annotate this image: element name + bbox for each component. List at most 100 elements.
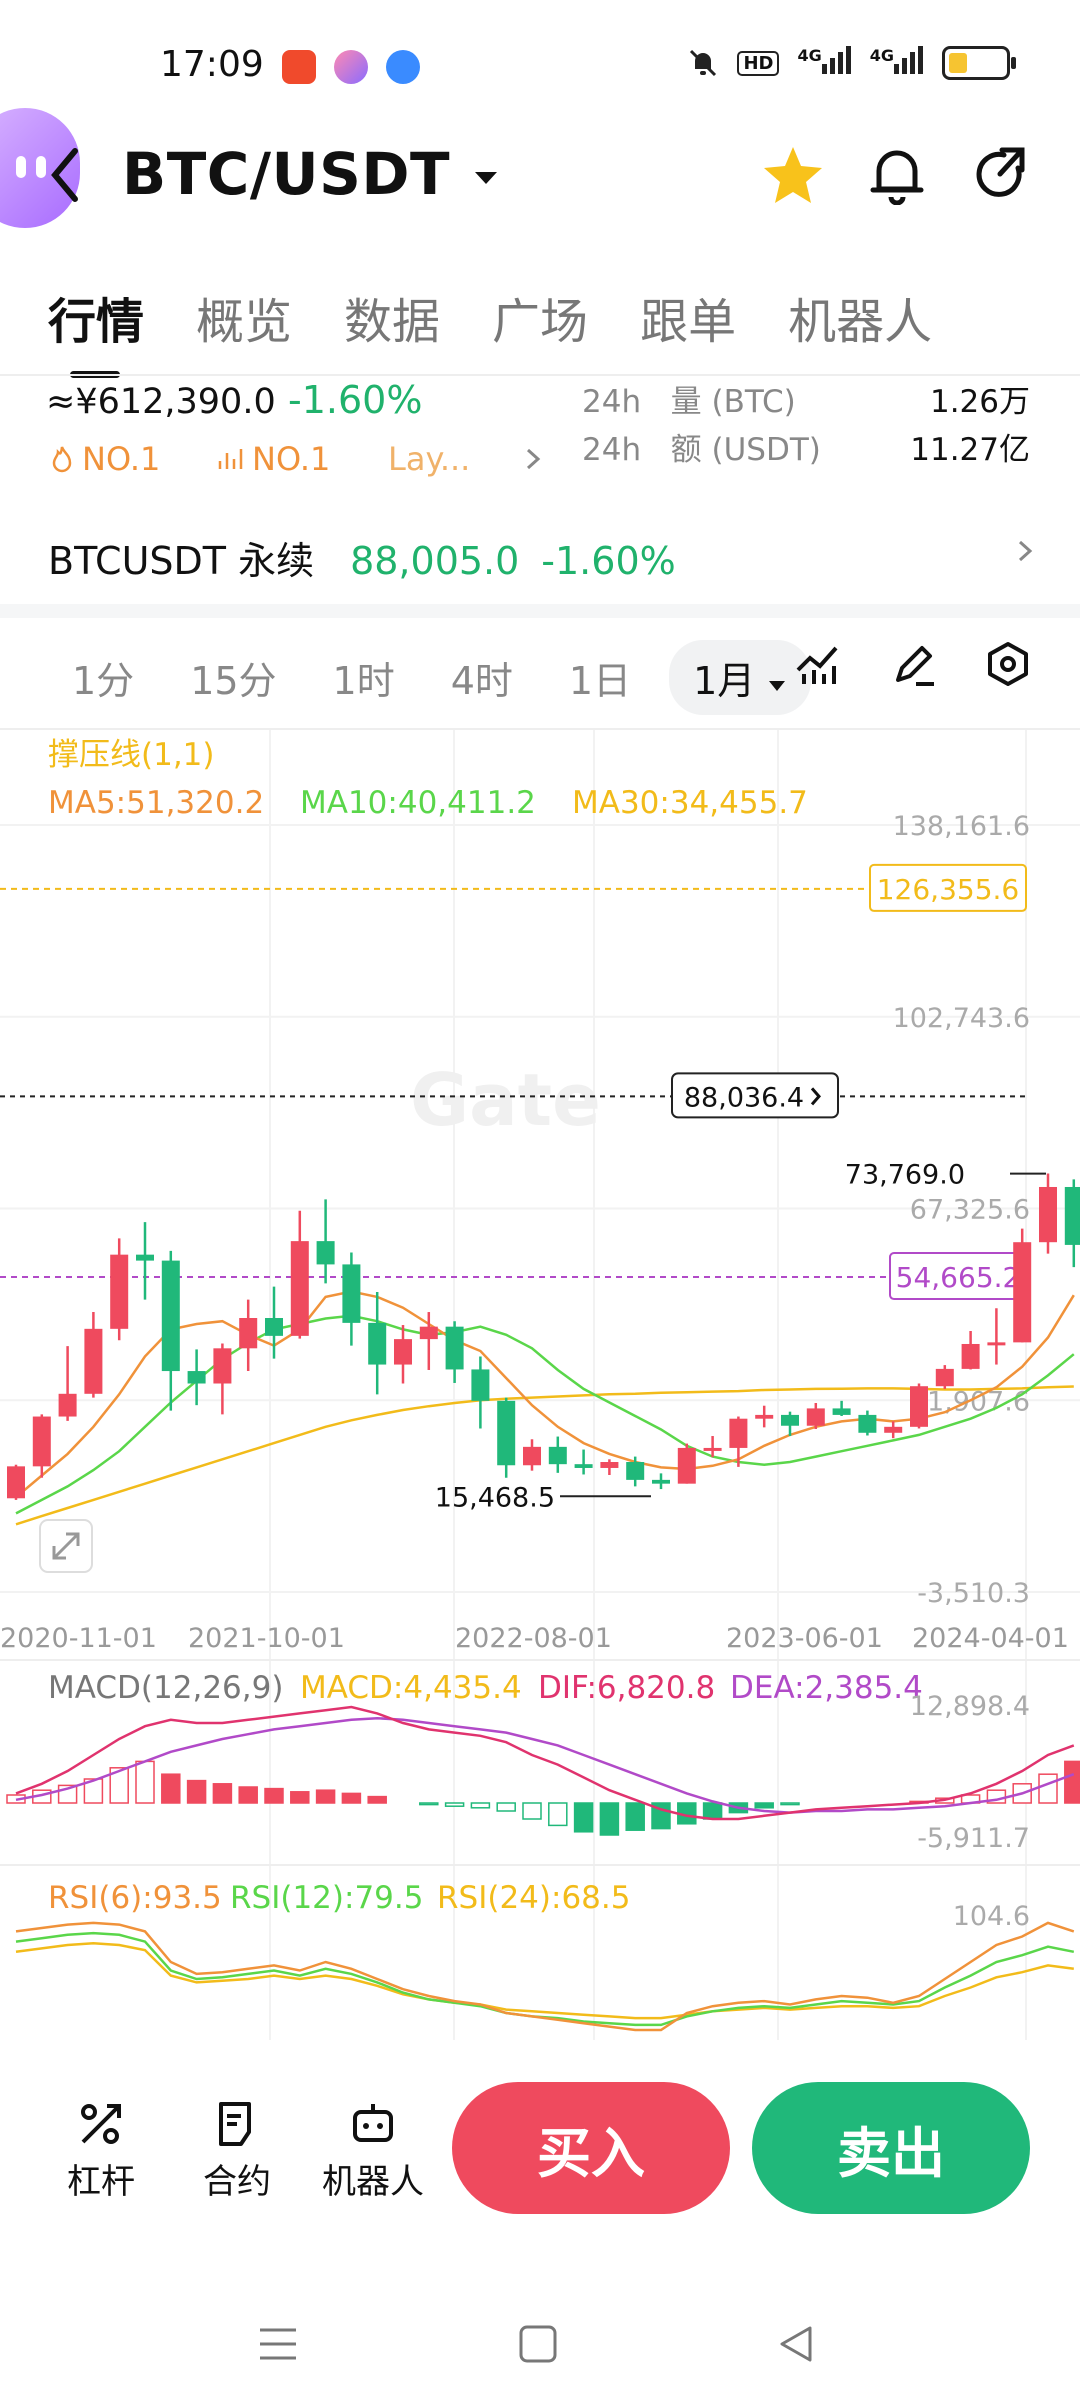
home-square-icon[interactable] <box>518 2324 558 2364</box>
interval-15m[interactable]: 15分 <box>190 659 277 703</box>
leverage-icon <box>81 2104 121 2144</box>
candle-body <box>187 1371 206 1384</box>
candle-body <box>471 1369 490 1401</box>
macd-bottom-label: -5,911.7 <box>917 1823 1030 1854</box>
assistant-avatar[interactable] <box>0 108 80 228</box>
perpetual-change: -1.60% <box>541 539 676 583</box>
candle-body <box>961 1343 980 1369</box>
pair-title[interactable]: BTC/USDT <box>122 140 501 208</box>
candle-body <box>523 1446 541 1466</box>
candle-body <box>729 1418 748 1448</box>
robot-icon <box>353 2104 393 2142</box>
price-cny: ≈¥612,390.0 <box>46 382 276 422</box>
interval-1d[interactable]: 1日 <box>568 659 632 703</box>
divider <box>0 728 1080 730</box>
candle-body <box>858 1414 877 1433</box>
signal-icon-2: 4G <box>870 46 924 80</box>
candle-body <box>1064 1186 1080 1245</box>
tab-data[interactable]: 数据 <box>344 294 441 350</box>
candle-body <box>677 1447 696 1484</box>
ma30-line <box>15 1385 1074 1526</box>
candle-body <box>161 1260 180 1372</box>
status-time: 17:09 <box>160 44 264 85</box>
favorite-button[interactable] <box>758 140 828 210</box>
macd-bar <box>625 1802 645 1831</box>
candle-body <box>755 1414 774 1419</box>
x-tick-label: 2021-10-01 <box>188 1623 345 1654</box>
candle-body <box>58 1393 77 1417</box>
battery-icon <box>942 46 1016 80</box>
rsi24-value: RSI(24):68.5 <box>437 1880 630 1916</box>
contract-button[interactable]: 合约 <box>182 2100 292 2203</box>
macd-bar <box>702 1802 723 1820</box>
tab-square[interactable]: 广场 <box>492 294 589 350</box>
candle-body <box>1013 1242 1032 1343</box>
tab-overview[interactable]: 概览 <box>196 294 293 350</box>
current-price-tag <box>671 1072 839 1119</box>
rank-badge-hot[interactable]: NO.1 <box>50 440 160 478</box>
interval-4h[interactable]: 4时 <box>450 659 513 703</box>
indicator-label: 撑压线(1,1) <box>48 737 215 773</box>
watermark: Gate <box>410 1058 601 1142</box>
tab-copy-trade[interactable]: 跟单 <box>640 294 737 350</box>
hexagon-settings-icon <box>988 642 1028 686</box>
interval-1h[interactable]: 1时 <box>332 659 395 703</box>
support-label: 54,665.2 <box>896 1261 1021 1294</box>
macd-bar <box>315 1789 336 1804</box>
candle-body <box>987 1342 1006 1346</box>
macd-bar <box>83 1778 104 1804</box>
perpetual-row[interactable]: BTCUSDT 永续 88,005.0 -1.60% <box>48 530 1038 585</box>
candle-body <box>781 1414 799 1426</box>
menu-icon[interactable] <box>258 2326 298 2362</box>
interval-1m[interactable]: 1分 <box>72 659 135 703</box>
interval-selector: 1分 15分 1时 4时 1日 1月 <box>72 640 812 715</box>
interval-selected[interactable]: 1月 <box>669 640 812 715</box>
section-divider <box>0 604 1080 618</box>
draw-button[interactable] <box>890 640 938 692</box>
pen-icon <box>896 646 934 686</box>
indicator-button[interactable] <box>794 640 842 692</box>
candle-body <box>419 1326 438 1340</box>
rank-badge-volume[interactable]: NO.1 <box>218 440 330 478</box>
candle-body <box>548 1446 567 1465</box>
chevron-down-icon <box>474 171 497 184</box>
chevron-right-icon <box>527 448 541 470</box>
candle-body <box>7 1466 25 1499</box>
sell-button[interactable]: 卖出 <box>752 2082 1030 2214</box>
candle-body <box>884 1426 903 1433</box>
tab-robot[interactable]: 机器人 <box>788 294 933 350</box>
candle-body <box>368 1322 387 1365</box>
back-button[interactable] <box>30 140 100 210</box>
candle-body <box>652 1479 670 1484</box>
y-tick-label: 102,743.6 <box>893 1003 1030 1034</box>
macd-bar <box>212 1783 233 1804</box>
resistance-tag <box>869 863 1027 912</box>
macd-bar <box>161 1773 181 1804</box>
macd-bar <box>780 1802 800 1806</box>
chevron-right-icon <box>810 1087 821 1106</box>
candle-body <box>626 1462 645 1480</box>
macd-bar <box>522 1802 542 1820</box>
chevron-down-icon <box>769 681 786 691</box>
x-tick-label: 2022-08-01 <box>455 1623 612 1654</box>
alert-button[interactable] <box>862 140 932 210</box>
share-button[interactable] <box>966 140 1036 210</box>
chart-settings-button[interactable] <box>984 640 1032 692</box>
current-price-label: 88,036.4 <box>684 1082 804 1113</box>
back-arrow-icon <box>51 148 78 202</box>
rsi6-line <box>15 1921 1075 2032</box>
buy-button[interactable]: 买入 <box>452 2082 730 2214</box>
expand-icon <box>52 1532 80 1560</box>
leverage-button[interactable]: 杠杆 <box>46 2100 156 2203</box>
robot-button[interactable]: 机器人 <box>318 2100 428 2203</box>
back-triangle-icon[interactable] <box>776 2324 816 2364</box>
candle-body <box>1039 1186 1057 1243</box>
candle-body <box>832 1408 851 1415</box>
candle-body <box>32 1416 51 1467</box>
macd-bar <box>1064 1760 1080 1804</box>
kline-chart[interactable]: Gate 撑压线(1,1) MA5:51,320.2 MA10:40,411.2 MA3… <box>0 730 1080 2040</box>
tab-market[interactable]: 行情 <box>48 282 144 378</box>
layer-tag[interactable]: Lay... <box>388 440 548 478</box>
high-label: 73,769.0 <box>845 1160 965 1191</box>
macd-bar <box>1038 1773 1058 1804</box>
